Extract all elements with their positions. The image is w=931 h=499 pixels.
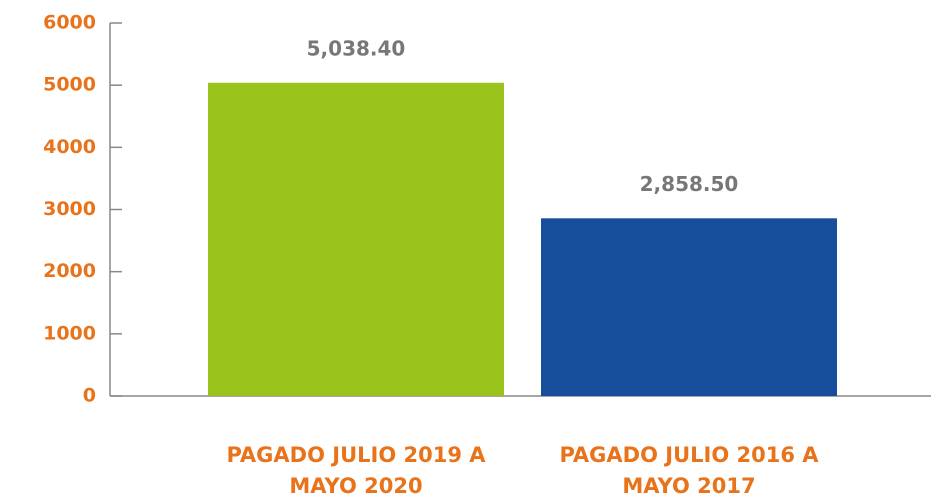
- y-tick-label: 6000: [43, 12, 96, 34]
- value-label: 2,858.50: [640, 172, 739, 196]
- bar: [541, 218, 837, 396]
- y-tick-label: 3000: [43, 198, 96, 220]
- bar: [208, 82, 504, 396]
- x-tick-label: PAGADO JULIO 2016 A MAYO 2017: [559, 443, 819, 498]
- value-label: 5,038.40: [307, 36, 406, 60]
- y-tick-label: 5000: [43, 74, 96, 96]
- x-tick-label: PAGADO JULIO 2019 A MAYO 2020: [226, 443, 486, 498]
- y-tick-label: 1000: [43, 322, 96, 344]
- y-tick-label: 2000: [43, 260, 96, 282]
- y-tick-label: 4000: [43, 136, 96, 158]
- y-tick-label: 0: [83, 385, 96, 407]
